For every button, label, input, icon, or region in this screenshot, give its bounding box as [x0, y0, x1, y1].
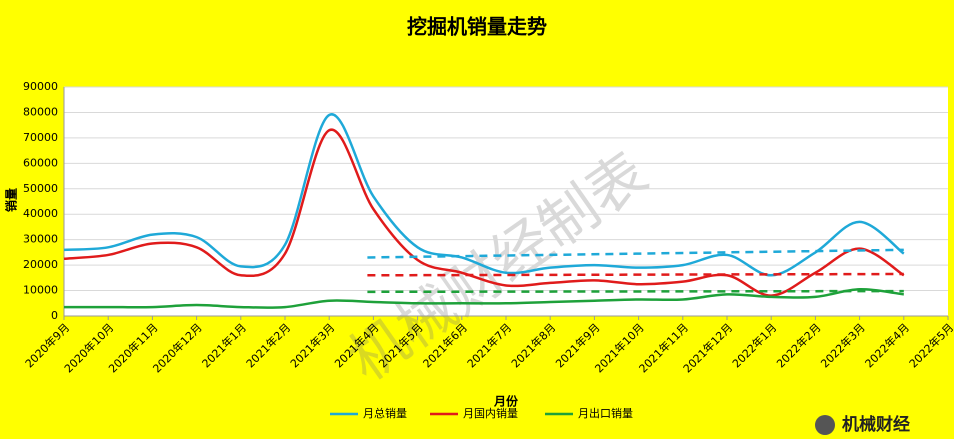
trend-line [367, 289, 904, 294]
y-tick-label: 90000 [23, 80, 58, 93]
trend-line [367, 272, 904, 277]
series-line [64, 288, 904, 309]
series-line [63, 113, 905, 277]
y-tick-label: 10000 [23, 284, 58, 297]
logo-text: 机械财经 [842, 414, 910, 435]
legend-label: 月国内销量 [463, 406, 518, 420]
logo-icon [815, 415, 835, 435]
y-tick-label: 0 [51, 309, 58, 322]
x-axis-label: 月份 [493, 394, 519, 409]
y-tick-label: 50000 [23, 182, 58, 195]
plot-area [64, 87, 948, 316]
y-axis-label: 销量 [4, 188, 19, 212]
y-tick-label: 20000 [23, 258, 58, 271]
y-tick-label: 30000 [23, 233, 58, 246]
chart-title: 挖掘机销量走势 [407, 15, 547, 39]
y-tick-label: 40000 [23, 207, 58, 220]
trend-line [367, 248, 904, 259]
series-line [63, 128, 905, 297]
y-tick-label: 80000 [23, 105, 58, 118]
legend-label: 月出口销量 [578, 406, 633, 420]
y-tick-label: 70000 [23, 131, 58, 144]
y-tick-label: 60000 [23, 156, 58, 169]
legend-label: 月总销量 [363, 406, 407, 420]
